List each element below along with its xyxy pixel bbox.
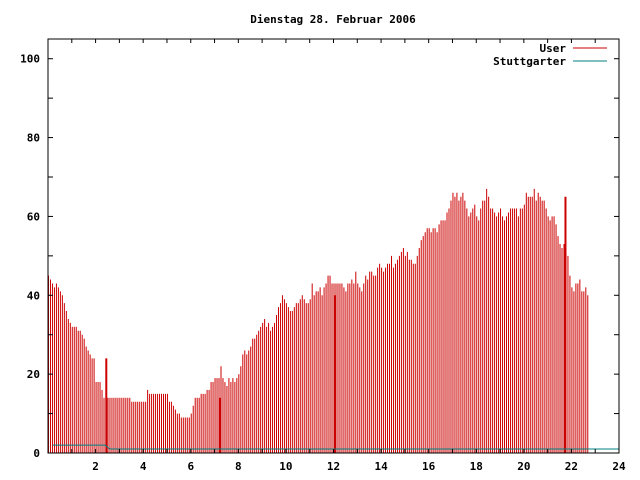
y-tick-label: 100: [20, 53, 40, 66]
legend-label: Stuttgarter: [493, 55, 566, 68]
x-tick-label: 14: [374, 460, 388, 473]
chart-title: Dienstag 28. Februar 2006: [250, 13, 416, 26]
user-bars: [48, 188, 589, 453]
y-tick-label: 0: [33, 447, 40, 460]
x-tick-label: 24: [612, 460, 626, 473]
x-tick-label: 6: [187, 460, 194, 473]
x-axis: 2 4 6 8 10 12 14 16 18 20 22 24: [71, 39, 626, 473]
stuttgarter-series: [52, 444, 619, 450]
legend-label: User: [540, 42, 567, 55]
x-tick-label: 10: [279, 460, 292, 473]
x-tick-label: 12: [327, 460, 340, 473]
x-tick-label: 4: [140, 460, 147, 473]
y-tick-label: 20: [27, 368, 40, 381]
x-tick-label: 22: [565, 460, 578, 473]
y-axis: 0 20 40 60 80 100: [20, 53, 619, 460]
stuttgarter-line: [52, 444, 619, 450]
x-tick-label: 20: [517, 460, 530, 473]
x-tick-label: 8: [235, 460, 242, 473]
y-tick-label: 40: [27, 289, 40, 302]
x-tick-label: 18: [470, 460, 483, 473]
y-tick-label: 60: [27, 210, 40, 223]
highlight-bars: [105, 196, 567, 453]
y-tick-label: 80: [27, 132, 40, 145]
x-tick-label: 16: [422, 460, 436, 473]
x-tick-label: 2: [92, 460, 99, 473]
